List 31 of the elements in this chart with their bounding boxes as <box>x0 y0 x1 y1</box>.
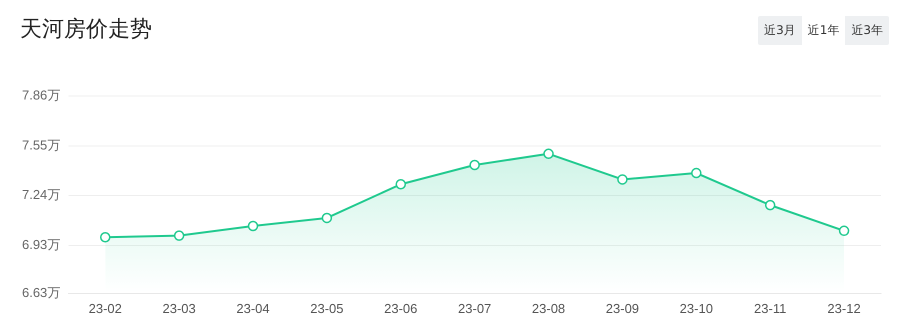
text: 近1年 <box>802 16 846 45</box>
x-tick-label: 23-08 <box>532 300 566 316</box>
x-tick-label: 23-10 <box>680 300 713 316</box>
x-tick-label: 23-02 <box>88 300 122 316</box>
x-tick-label: 23-04 <box>236 300 270 316</box>
y-tick-label: 7.86万 <box>22 88 60 103</box>
point <box>396 179 406 190</box>
text: 近3年 <box>850 22 884 39</box>
y-tick-label: 7.24万 <box>22 187 60 202</box>
point <box>174 230 184 241</box>
x-tick-label: 23-11 <box>754 300 786 316</box>
point <box>469 160 480 170</box>
point <box>322 212 332 224</box>
x-tick-label: 23-05 <box>310 300 344 316</box>
text: 近3月 <box>763 22 797 39</box>
chart-title: 天河房价走势 <box>20 16 152 44</box>
x-tick-label: 23-09 <box>606 300 640 316</box>
point <box>617 174 628 185</box>
point <box>838 226 850 236</box>
y-tick-label: 6.63万 <box>22 284 60 300</box>
x-tick-label: 23-12 <box>827 300 861 316</box>
y-tick-label: 7.55万 <box>22 137 60 152</box>
point <box>543 148 554 160</box>
x-tick-label: 23-07 <box>458 300 492 316</box>
x-tick-label: 23-03 <box>162 300 196 316</box>
point <box>100 232 110 242</box>
point <box>248 220 258 232</box>
point <box>764 200 776 210</box>
point <box>691 168 702 178</box>
y-tick-label: 6.93万 <box>22 236 60 252</box>
x-tick-label: 23-06 <box>384 300 418 316</box>
